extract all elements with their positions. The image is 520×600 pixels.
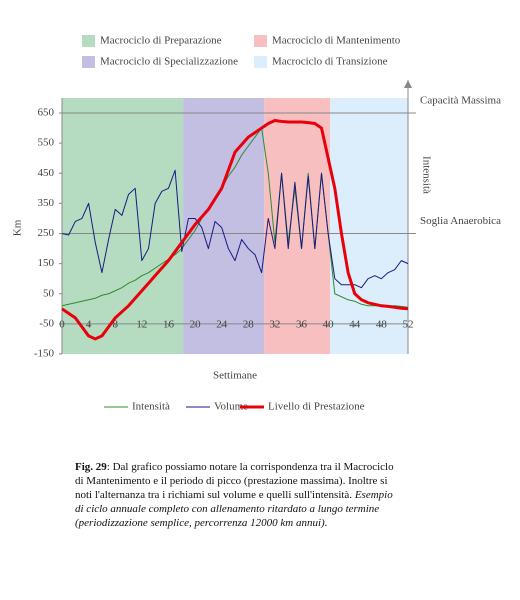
y-tick-label: -50 [39, 317, 54, 329]
legend-swatch [254, 35, 267, 47]
legend-label: Livello di Prestazione [268, 401, 365, 413]
x-tick-label: 24 [216, 318, 228, 330]
x-tick-label: 44 [349, 318, 361, 330]
x-tick-label: 40 [323, 318, 335, 330]
x-tick-label: 16 [163, 318, 175, 330]
legend-label: Macrociclo di Preparazione [100, 35, 222, 47]
legend-label: Volume [214, 401, 248, 413]
series-line [61, 169, 409, 289]
x-tick-label: 36 [296, 318, 308, 330]
legend-swatch [254, 56, 267, 68]
caption-text: : Dal grafico possiamo notare la corrisp… [75, 461, 394, 501]
caption: Fig. 29: Dal grafico possiamo notare la … [75, 460, 395, 530]
legend-label: Macrociclo di Transizione [272, 56, 388, 68]
x-tick-label: 32 [269, 318, 280, 330]
x-tick-label: 0 [59, 318, 65, 330]
legend-label: Macrociclo di Specializzazione [100, 56, 238, 68]
chart: Settimane Km Intensità Macrociclo di Pre… [12, 35, 502, 413]
x-tick-label: 48 [376, 318, 388, 330]
band [62, 98, 184, 354]
x-tick-label: 28 [243, 318, 255, 330]
right-axis-arrow [404, 80, 412, 88]
x-tick-label: 8 [112, 318, 118, 330]
caption-label: Fig. 29 [75, 461, 107, 473]
y-tick-label: 550 [38, 137, 55, 149]
legend-swatch [82, 56, 95, 68]
series-line [61, 127, 409, 308]
x-tick-label: 4 [86, 318, 92, 330]
y-tick-label: 450 [38, 167, 55, 179]
band [264, 98, 331, 354]
y-tick-label: 150 [38, 257, 55, 269]
y-tick-label: -150 [34, 348, 55, 360]
y-axis-label: Km [12, 219, 24, 236]
legend-label: Macrociclo di Mantenimento [272, 35, 401, 47]
x-axis-label: Settimane [213, 370, 257, 382]
reference-label: Soglia Anaerobica [420, 215, 501, 227]
right-axis-label: Intensità [420, 156, 432, 194]
caption-italic: Esempio di ciclo annuale completo con al… [75, 489, 393, 529]
band [330, 98, 408, 354]
y-tick-label: 650 [38, 107, 55, 119]
legend-swatch [82, 35, 95, 47]
series-line [61, 119, 409, 341]
x-tick-label: 20 [190, 318, 202, 330]
reference-label: Capacità Massima [420, 95, 501, 107]
legend-label: Intensità [132, 401, 170, 413]
y-tick-label: 350 [38, 197, 55, 209]
y-tick-label: 50 [43, 287, 55, 299]
y-tick-label: 250 [38, 227, 55, 239]
x-tick-label: 12 [136, 318, 147, 330]
band [183, 98, 265, 354]
